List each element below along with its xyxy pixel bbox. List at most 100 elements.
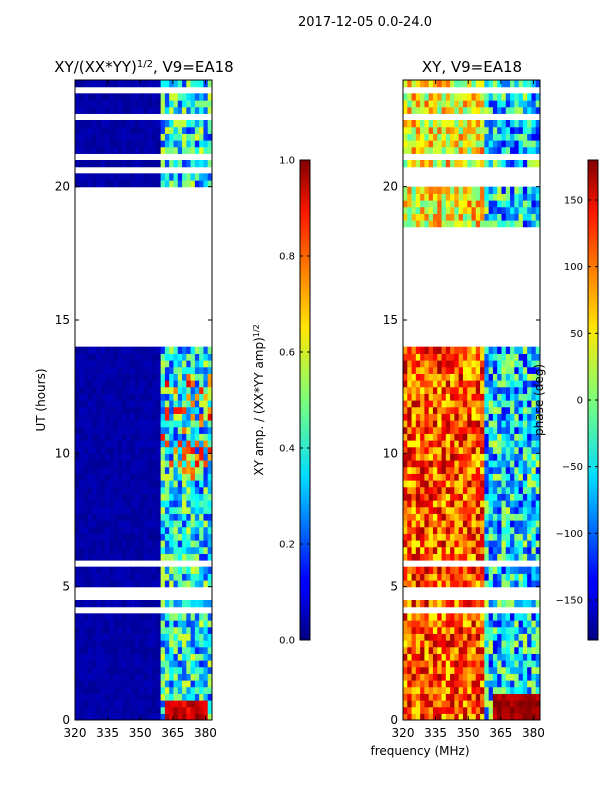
right-heatmap-cell	[488, 360, 494, 368]
right-heatmap-cell	[420, 646, 426, 654]
right-heatmap-cell	[445, 673, 451, 681]
left-heatmap-cell	[79, 386, 85, 394]
left-heatmap-cell	[134, 553, 140, 561]
right-heatmap-cell	[454, 613, 460, 621]
right-heatmap-cell	[471, 653, 477, 661]
left-heatmap-cell	[109, 640, 115, 648]
right-heatmap-cell	[505, 146, 511, 154]
right-heatmap-cell	[535, 546, 540, 554]
right-heatmap-cell	[527, 673, 533, 681]
left-heatmap-cell	[87, 446, 93, 454]
left-heatmap-cell	[152, 506, 157, 514]
left-heatmap-cell	[152, 453, 157, 461]
left-heatmap-cell	[143, 433, 149, 441]
right-heatmap-cell	[471, 613, 477, 621]
right-heatmap-cell	[437, 186, 443, 194]
right-heatmap-cell	[492, 573, 498, 581]
left-heatmap-cell	[130, 526, 136, 534]
left-heatmap-cell	[164, 433, 170, 441]
left-heatmap-cell	[139, 473, 145, 481]
left-heatmap-cell	[139, 646, 145, 654]
left-heatmap-cell	[169, 500, 175, 508]
left-heatmap-cell	[203, 366, 209, 374]
left-heatmap-cell	[109, 486, 115, 494]
right-heatmap-cell	[411, 640, 417, 648]
left-heatmap-cell	[207, 520, 212, 528]
left-heatmap-cell	[173, 180, 179, 188]
left-heatmap-cell	[126, 713, 132, 720]
right-heatmap-cell	[522, 140, 528, 148]
left-heatmap-cell	[160, 706, 166, 714]
right-heatmap-cell	[505, 200, 511, 208]
right-heatmap-cell	[510, 553, 515, 561]
left-heatmap-cell	[143, 126, 149, 134]
left-heatmap-cell	[199, 493, 205, 501]
left-heatmap-cell	[87, 173, 93, 181]
right-heatmap-cell	[501, 700, 507, 708]
right-heatmap-cell	[497, 106, 503, 114]
left-heatmap-cell	[203, 146, 209, 154]
left-heatmap-cell	[139, 673, 145, 681]
left-heatmap-cell	[104, 533, 110, 541]
left-heatmap-cell	[130, 133, 136, 141]
right-heatmap-cell	[454, 100, 460, 108]
right-heatmap-cell	[437, 420, 443, 428]
left-heatmap-cell	[143, 146, 149, 154]
left-heatmap-cell	[92, 346, 98, 354]
left-heatmap-cell	[96, 513, 102, 521]
right-heatmap-cell	[471, 513, 477, 521]
right-heatmap-cell	[505, 546, 511, 554]
left-heatmap-cell	[194, 413, 200, 421]
right-heatmap-cell	[454, 580, 460, 588]
left-heatmap-cell	[203, 486, 209, 494]
left-heatmap-cell	[152, 173, 157, 181]
left-heatmap-cell	[152, 620, 157, 628]
right-heatmap-cell	[437, 540, 443, 548]
right-heatmap-cell	[407, 100, 413, 108]
left-heatmap-cell	[152, 446, 157, 454]
right-heatmap-cell	[432, 393, 438, 401]
left-heatmap-cell	[199, 126, 205, 134]
left-heatmap-cell	[199, 100, 205, 108]
right-heatmap-cell	[445, 393, 451, 401]
left-heatmap-cell	[87, 140, 93, 148]
right-heatmap-cell	[428, 433, 434, 441]
right-heatmap-cell	[492, 680, 498, 688]
right-heatmap-cell	[415, 513, 421, 521]
right-heatmap-cell	[445, 480, 451, 488]
left-heatmap-cell	[186, 413, 192, 421]
right-heatmap-cell	[462, 706, 468, 714]
right-heatmap-cell	[441, 686, 447, 694]
left-heatmap-cell	[173, 700, 179, 708]
right-heatmap-cell	[531, 506, 537, 514]
right-heatmap-cell	[497, 573, 503, 581]
left-heatmap-cell	[113, 533, 119, 541]
right-heatmap-cell	[458, 80, 464, 88]
left-heatmap-cell	[96, 466, 102, 474]
left-heatmap-cell	[100, 500, 106, 508]
left-heatmap-cell	[194, 666, 200, 674]
left-heatmap-cell	[186, 613, 192, 621]
left-heatmap-cell	[100, 346, 106, 354]
right-heatmap-cell	[458, 706, 464, 714]
left-heatmap-cell	[199, 520, 205, 528]
left-heatmap-cell	[122, 433, 127, 441]
right-heatmap-cell	[437, 93, 443, 101]
right-heatmap-cell	[428, 193, 434, 201]
left-heatmap-cell	[130, 640, 136, 648]
left-heatmap-cell	[156, 693, 162, 701]
left-heatmap-cell	[207, 713, 212, 720]
right-heatmap-cell	[471, 706, 477, 714]
left-heatmap-cell	[156, 653, 162, 661]
left-heatmap-cell	[139, 440, 145, 448]
right-heatmap-cell	[492, 633, 498, 641]
right-heatmap-cell	[437, 206, 443, 214]
left-heatmap-cell	[113, 140, 119, 148]
left-heatmap-cell	[160, 573, 166, 581]
right-heatmap-cell	[415, 653, 421, 661]
left-heatmap-cell	[203, 393, 209, 401]
left-heatmap-cell	[104, 160, 110, 168]
left-heatmap-cell	[100, 360, 106, 368]
right-heatmap-cell	[454, 80, 460, 88]
right-heatmap-cell	[522, 673, 528, 681]
